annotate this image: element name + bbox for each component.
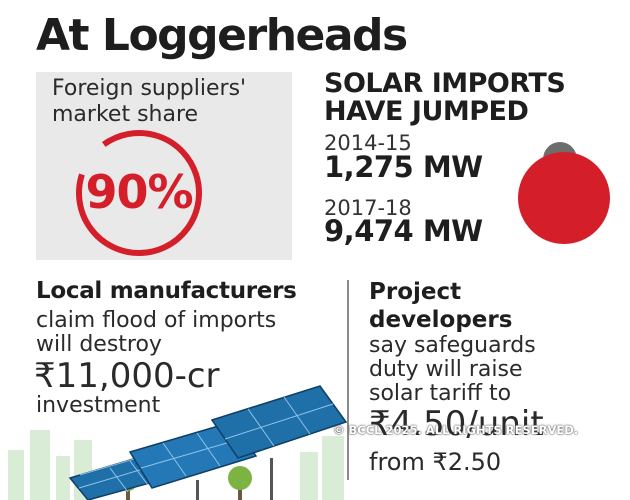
project-developers-heading-line2: developers <box>369 307 513 333</box>
import-value-2017-18: 9,474 MW <box>324 214 483 248</box>
import-year-2017-18: 2017-18 <box>324 196 412 220</box>
solar-panel-icon <box>68 385 348 500</box>
developers-line1: say safeguards <box>369 333 536 358</box>
project-developers-heading: Project developers <box>369 278 512 334</box>
copyright-notice: © BCCL 2025. ALL RIGHTS RESERVED. <box>333 423 579 437</box>
import-value-2014-15: 1,275 MW <box>324 150 483 184</box>
developers-line4: from ₹2.50 <box>369 448 502 476</box>
column-divider <box>347 280 349 480</box>
import-year-2014-15: 2014-15 <box>324 131 412 155</box>
local-claim-line2: will destroy <box>36 332 162 357</box>
project-developers-heading-line1: Project <box>369 279 462 305</box>
imports-heading-line1: SOLAR IMPORTS <box>324 68 566 99</box>
local-investment-amount: ₹11,000-cr <box>34 356 220 396</box>
import-bubbles <box>518 141 610 244</box>
imports-heading: SOLAR IMPORTS HAVE JUMPED <box>324 68 566 127</box>
local-claim-line3: investment <box>36 393 161 418</box>
solar-panels-illustration <box>8 385 348 500</box>
imports-heading-line2: HAVE JUMPED <box>324 96 529 127</box>
market-share-label-line2: market share <box>52 102 199 127</box>
developers-line2: duty will raise <box>369 357 523 382</box>
market-share-panel <box>36 72 292 260</box>
developers-tariff-amount: ₹4.50/unit <box>369 404 544 444</box>
market-share-label: Foreign suppliers' market share <box>52 76 246 128</box>
market-share-label-line1: Foreign suppliers' <box>52 76 247 101</box>
local-manufacturers-heading: Local manufacturers <box>36 278 297 304</box>
bubble-2017-18 <box>518 152 610 244</box>
developers-line3: solar tariff to <box>369 381 512 406</box>
local-claim-line1: claim flood of imports <box>36 308 277 333</box>
market-share-arc <box>76 130 202 256</box>
infographic-title: At Loggerheads <box>36 10 408 61</box>
market-share-donut <box>76 130 202 256</box>
market-share-value: 90% <box>85 165 193 219</box>
